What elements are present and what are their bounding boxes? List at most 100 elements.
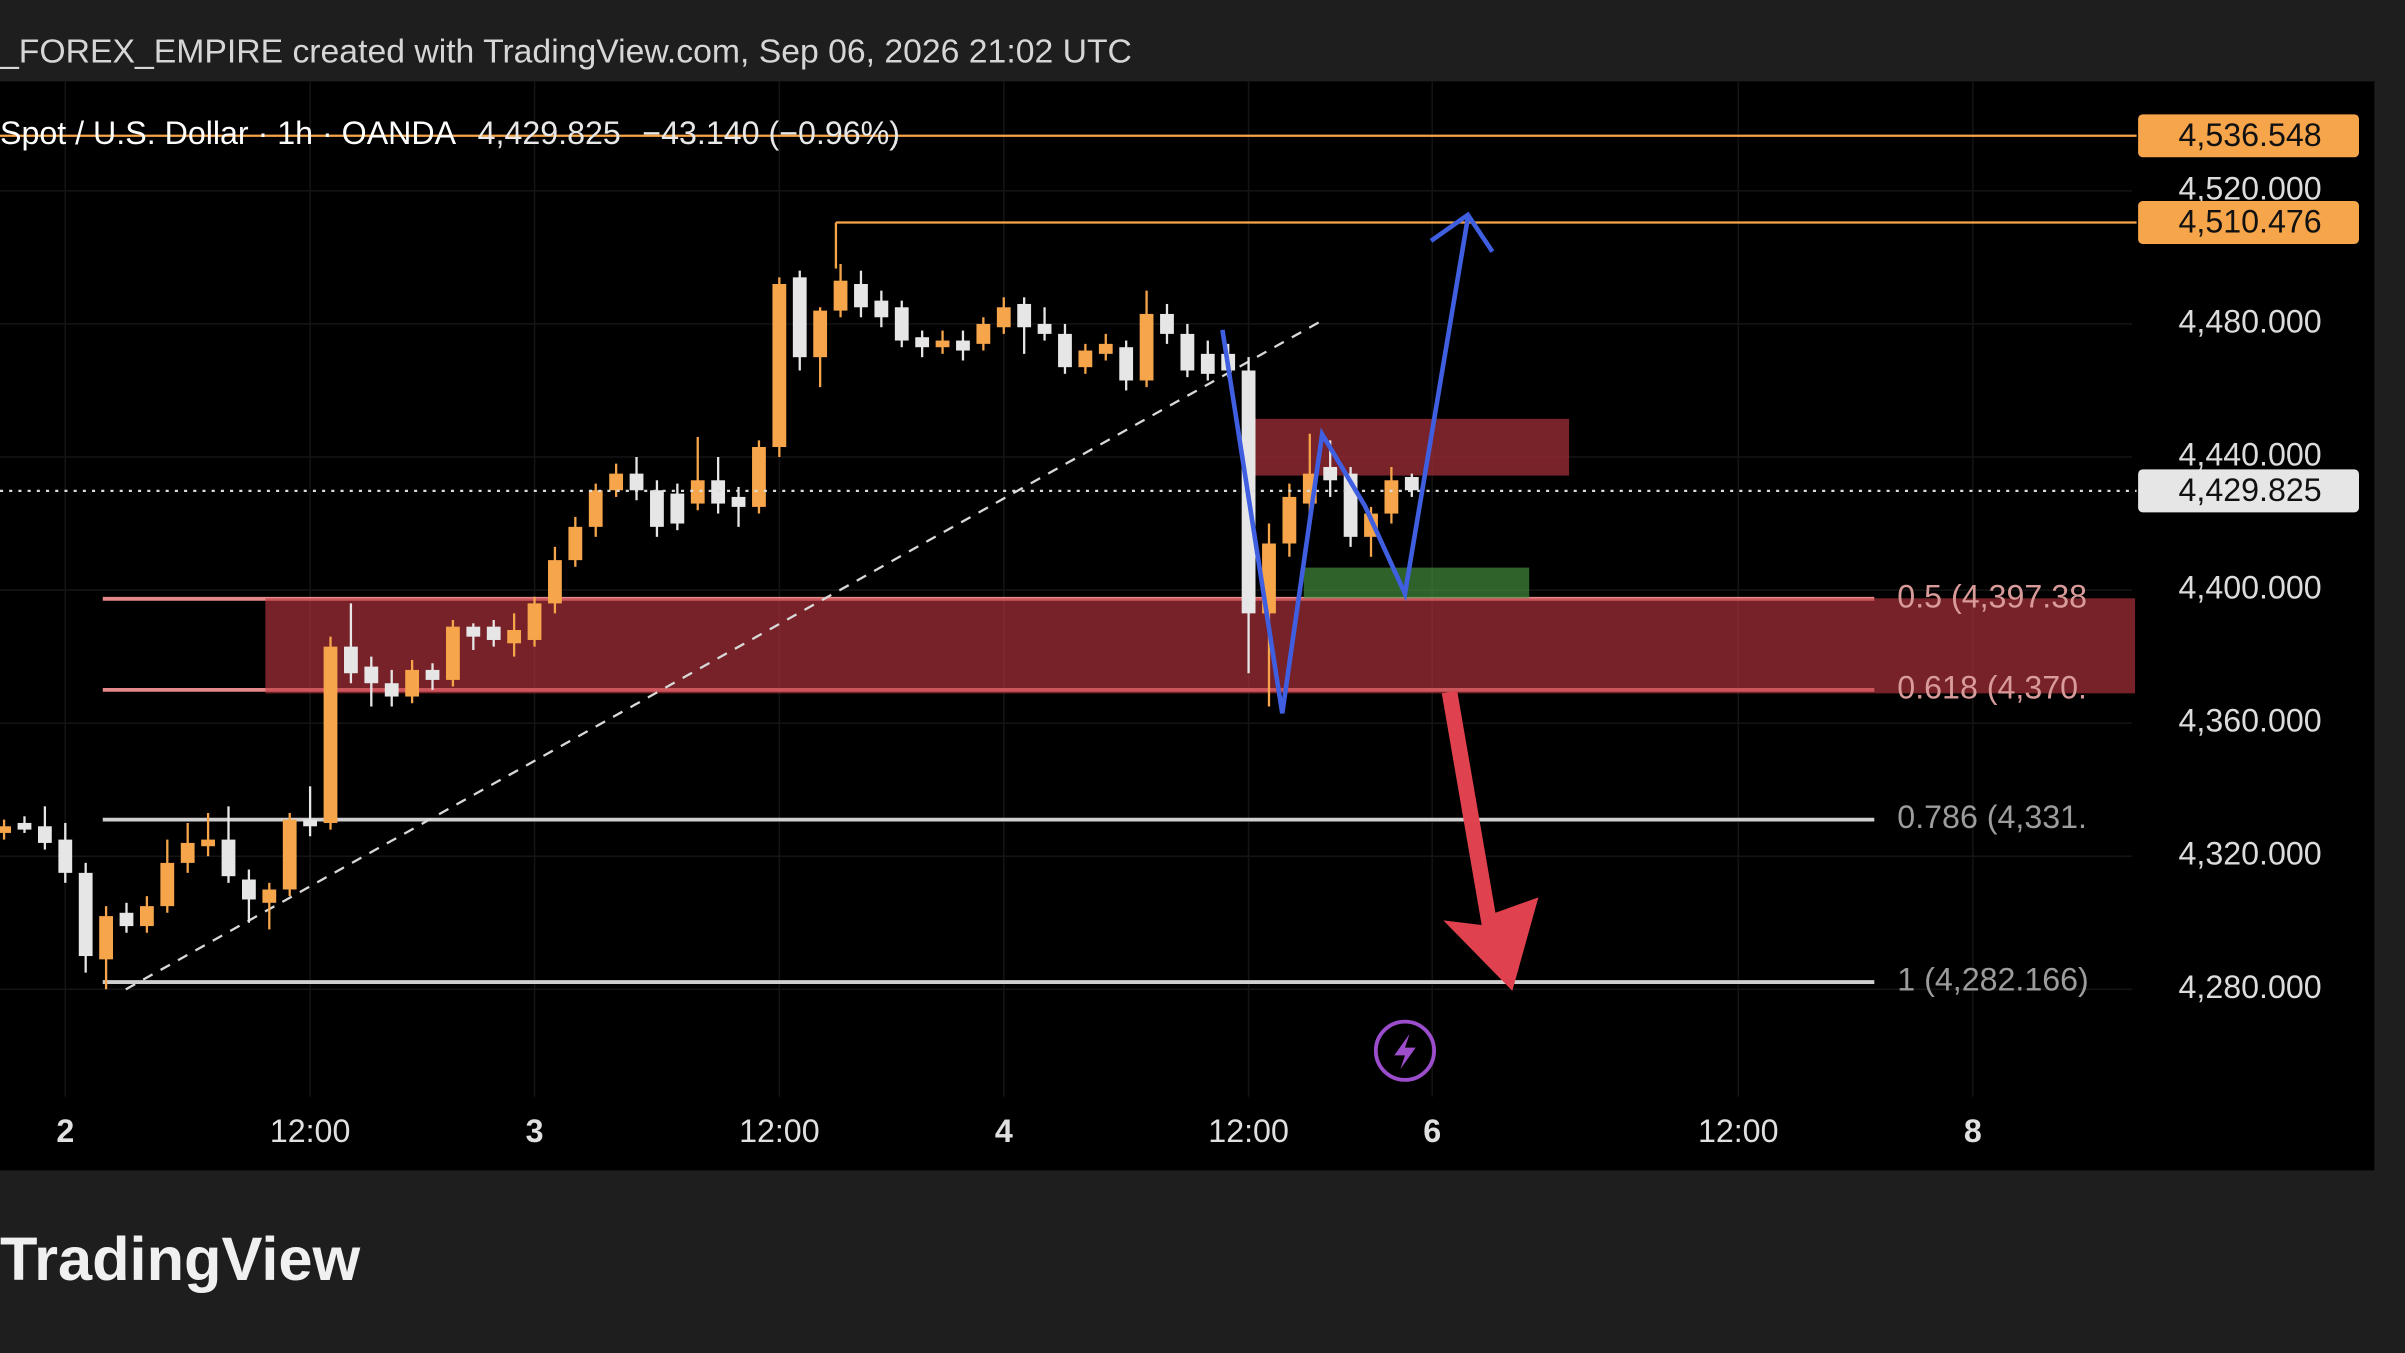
y-tick-label: 4,280.000 (2178, 969, 2321, 1005)
candle-body (915, 337, 930, 348)
zone (265, 598, 2136, 694)
candle-body (1200, 353, 1215, 374)
header-title: _FOREX_EMPIRE created with TradingView.c… (0, 33, 1132, 71)
alert-icon[interactable] (1373, 1019, 1437, 1082)
x-tick-label: 6 (1423, 1113, 1441, 1149)
legend-change: −43.140 (−0.96%) (642, 115, 900, 151)
candle-body (527, 603, 542, 640)
candle-body (384, 683, 399, 697)
trend-line (125, 321, 1320, 991)
logo: TradingView (0, 1225, 360, 1294)
fib-label: 1 (4,282.166) (1897, 962, 2088, 998)
candle-body (160, 862, 175, 907)
candle-body (1282, 496, 1297, 544)
candle-body (956, 340, 970, 351)
candle-body (772, 283, 787, 448)
candle-body (303, 819, 318, 827)
x-tick-label: 4 (995, 1113, 1013, 1149)
candle-body (241, 879, 256, 900)
candle-body (976, 323, 991, 344)
zone (1250, 418, 1570, 476)
y-tick-label: 4,480.000 (2178, 303, 2321, 339)
candle-body (466, 626, 481, 637)
candle-body (0, 826, 11, 833)
candle-body (854, 283, 868, 308)
candle-body (58, 839, 73, 873)
candle-body (282, 819, 297, 890)
legend: Spot / U.S. Dollar · 1h · OANDA 4,429.825… (0, 115, 900, 151)
candle-body (262, 889, 277, 903)
candle-body (405, 669, 420, 697)
candle-body (670, 493, 685, 524)
candle-body (813, 310, 828, 358)
price-badge (2138, 114, 2359, 158)
candle-body (731, 496, 746, 507)
candle-body (1017, 303, 1032, 328)
last-price-badge (2138, 469, 2359, 513)
candle-body (486, 626, 501, 640)
candle-body (139, 906, 154, 927)
alert-bolt (1394, 1033, 1416, 1070)
candle-body (609, 473, 624, 491)
fib-label: 0.786 (4,331. (1897, 799, 2087, 835)
fib-label: 0.618 (4,370. (1897, 669, 2087, 705)
fib-label: 0.5 (4,397.38 (1897, 578, 2087, 614)
candle-body (690, 480, 705, 504)
candle-body (323, 646, 338, 823)
candle-body (37, 826, 52, 843)
candle-body (1058, 333, 1072, 368)
x-tick-label: 2 (56, 1113, 74, 1149)
y-tick-label: 4,520.000 (2178, 170, 2321, 206)
candle-body (446, 626, 460, 680)
candle-body (650, 490, 664, 527)
candle-body (1139, 313, 1154, 381)
candle-body (344, 646, 358, 674)
candle-body (119, 912, 134, 927)
candle-body (548, 560, 562, 604)
legend-last: 4,429.825 (478, 115, 621, 151)
legend-symbol: Spot / U.S. Dollar · 1h · OANDA (0, 115, 457, 151)
x-tick-label: 12:00 (1208, 1113, 1289, 1149)
y-tick-label: 4,360.000 (2178, 703, 2321, 739)
candle-body (1404, 476, 1419, 491)
candle-body (99, 916, 113, 960)
arrow-head (1429, 211, 1495, 253)
candle-body (180, 842, 195, 863)
candle-body (629, 473, 644, 491)
x-tick-label: 12:00 (1698, 1113, 1779, 1149)
candle-body (996, 307, 1011, 328)
candle-body (1180, 333, 1195, 371)
candle-body (1323, 466, 1338, 481)
candle-body (833, 280, 848, 311)
price-badge (2138, 201, 2359, 244)
candle-body (1098, 343, 1113, 354)
candle-body (588, 490, 603, 527)
price-badge-label: 4,536.548 (2178, 117, 2321, 153)
x-tick-label: 8 (1964, 1113, 1982, 1149)
x-tick-label: 3 (526, 1113, 544, 1149)
y-tick-label: 4,320.000 (2178, 836, 2321, 872)
candle-body (17, 822, 32, 830)
last-price-label: 4,429.825 (2178, 472, 2321, 508)
candle-body (1160, 313, 1174, 334)
candle-body (1037, 323, 1052, 334)
candle-body (78, 872, 93, 957)
y-tick-label: 4,400.000 (2178, 570, 2321, 606)
candle-body (364, 666, 379, 684)
price-badge-label: 4,510.476 (2178, 204, 2321, 240)
candle-body (792, 277, 807, 358)
candle-body (894, 307, 909, 341)
candle-body (874, 300, 889, 318)
candle-body (201, 839, 215, 847)
candle-body (507, 629, 522, 644)
y-tick-label: 4,440.000 (2178, 436, 2321, 472)
candle-body (1078, 350, 1093, 368)
candle-body (425, 669, 440, 680)
down-arrow (1441, 690, 1539, 991)
candle-body (221, 839, 236, 877)
candle-body (935, 340, 950, 348)
candle-body (1119, 347, 1134, 381)
candle-body (568, 526, 583, 561)
